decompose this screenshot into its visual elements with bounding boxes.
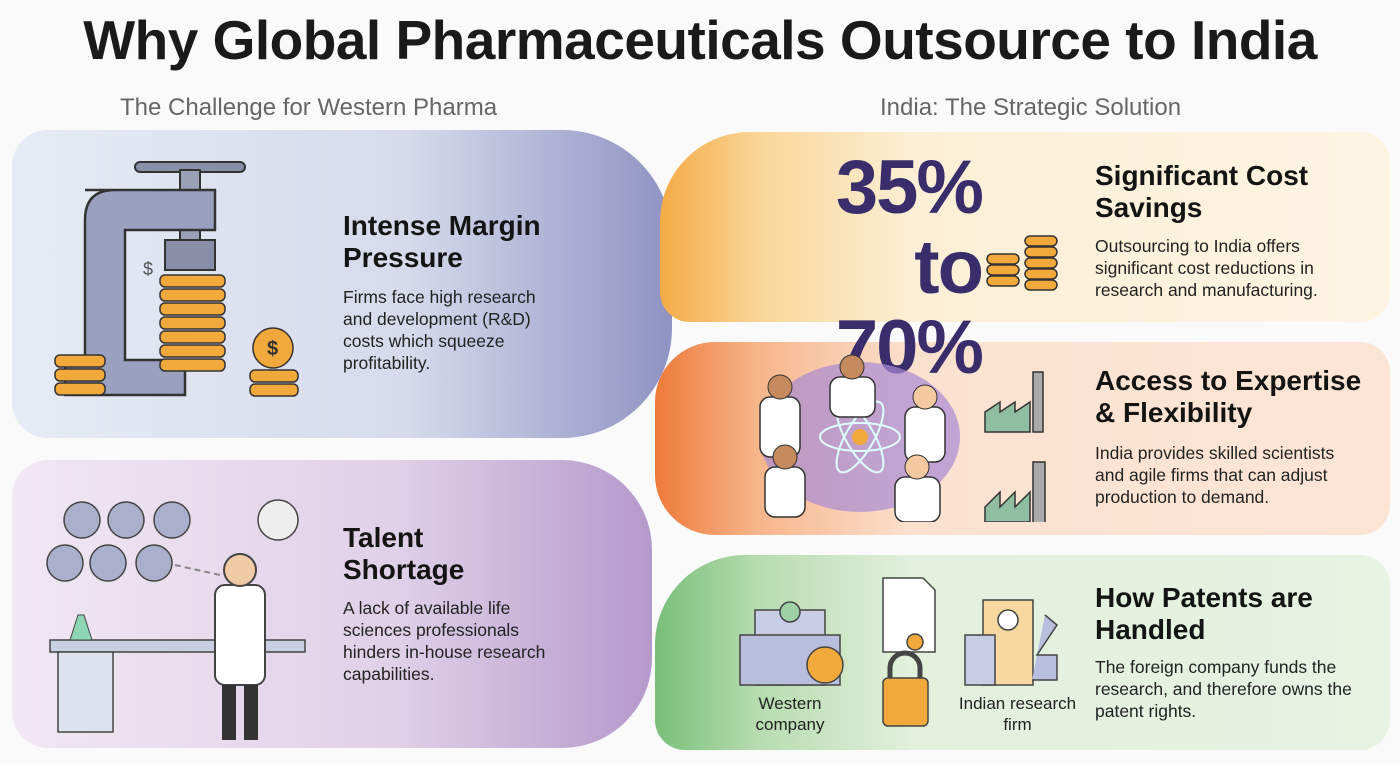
solution-title: Significant Cost Savings — [1095, 160, 1309, 223]
left-section-heading: The Challenge for Western Pharma — [120, 94, 498, 121]
coin-stacks-icon — [986, 235, 1058, 291]
western-company-label: Western company — [755, 694, 825, 734]
svg-text:$: $ — [267, 338, 278, 360]
solution-body: The foreign company funds the research, … — [1095, 657, 1352, 721]
solution-body: India provides skilled scientists and ag… — [1095, 443, 1335, 507]
vise-squeezing-coins-icon: $ $ — [54, 161, 299, 397]
solution-title: Access to Expertise & Flexibility — [1095, 365, 1362, 428]
solution-body: Outsourcing to India offers significant … — [1095, 236, 1318, 300]
solution-title: How Patents are Handled — [1095, 582, 1313, 645]
scientists-and-factories-icon — [759, 354, 1046, 522]
challenge-title: Intense Margin Pressure — [343, 210, 541, 273]
stressed-scientist-icon — [46, 499, 306, 740]
svg-text:$: $ — [143, 259, 153, 279]
challenge-title: Talent Shortage — [343, 522, 465, 585]
savings-stat-value: 35% to 70% — [835, 145, 984, 390]
savings-stat: 35% to 70% — [752, 145, 984, 390]
challenge-body: Firms face high research and development… — [343, 287, 536, 373]
right-section-heading: India: The Strategic Solution — [880, 94, 1182, 121]
page-title: Why Global Pharmaceuticals Outsource to … — [83, 9, 1317, 71]
challenge-body: A lack of available life sciences profes… — [343, 598, 546, 684]
solution-panel-cost — [660, 132, 1390, 322]
indian-firm-label: Indian research firm — [958, 694, 1077, 734]
buildings-patent-lock-icon — [739, 577, 1058, 727]
